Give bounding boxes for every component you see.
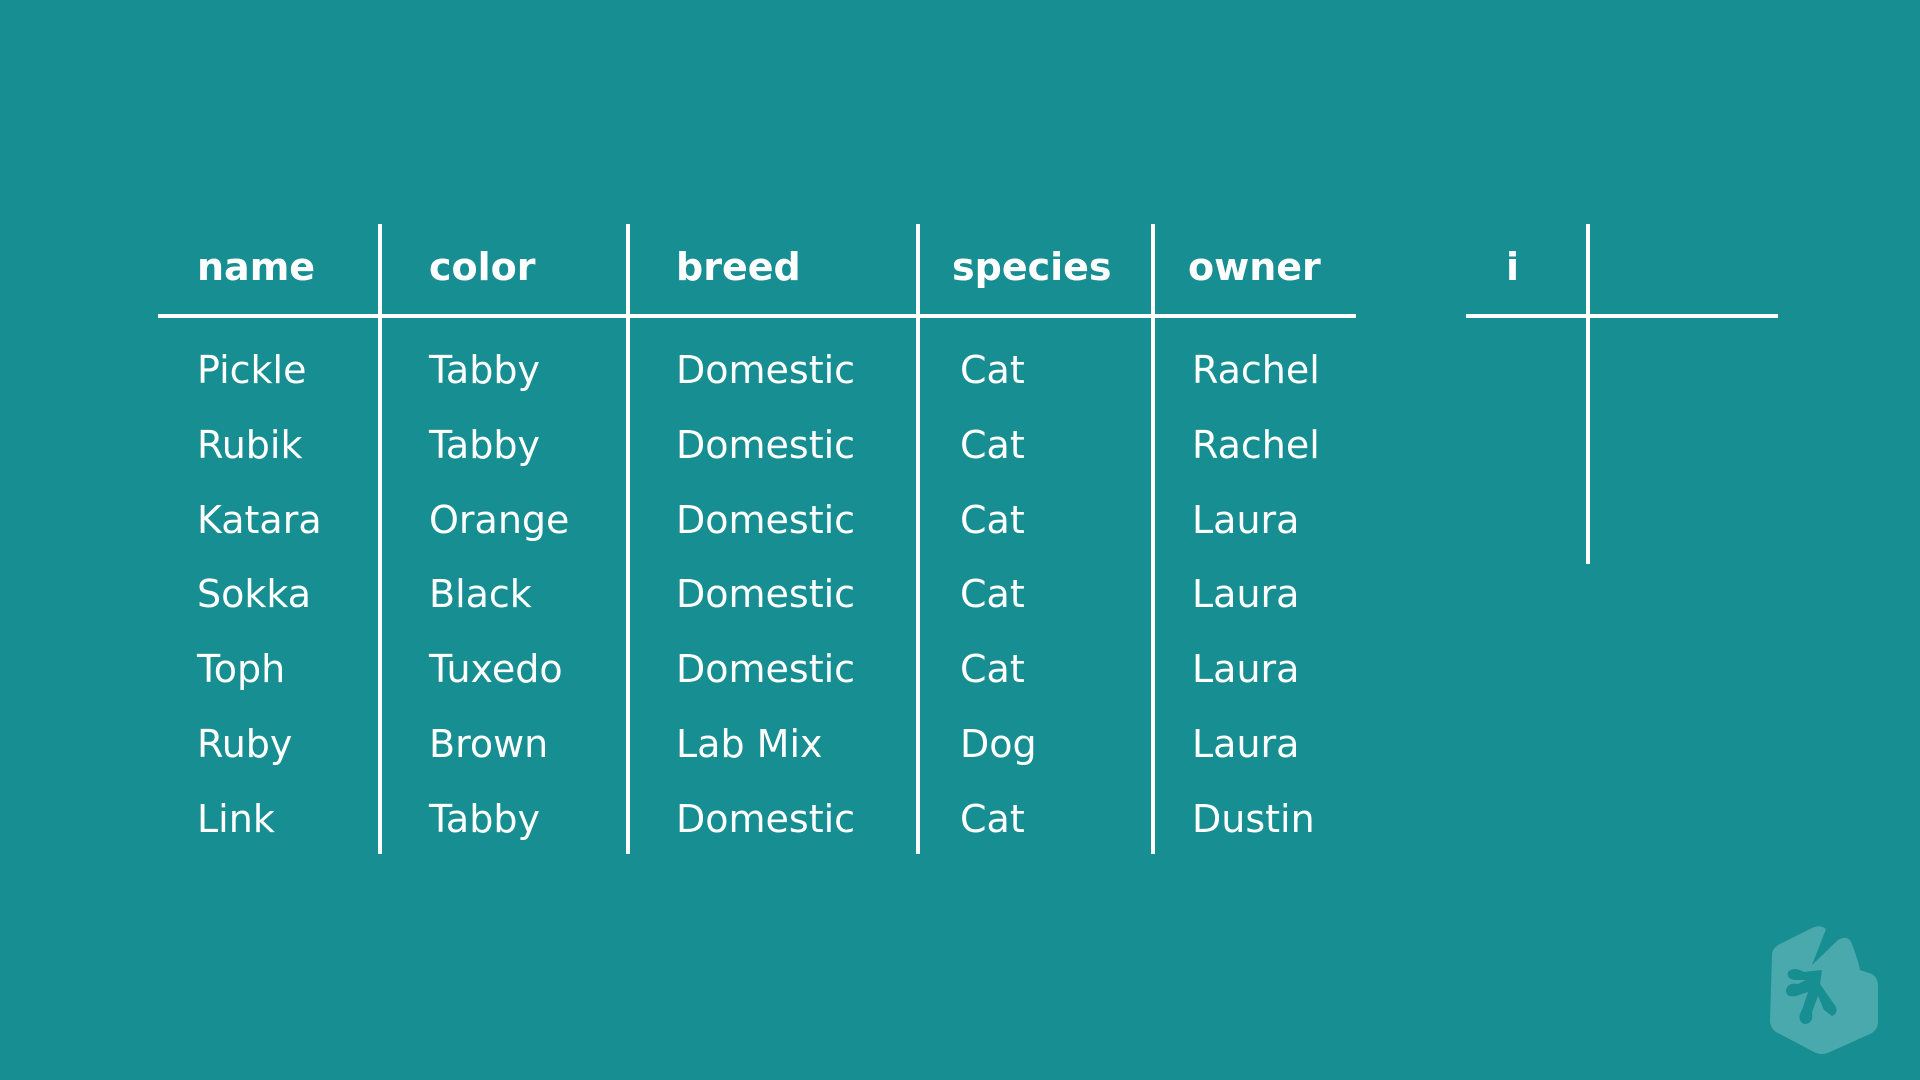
index-header-divider [1466, 314, 1778, 318]
cell-owner: Dustin [1192, 796, 1315, 841]
cell-breed: Domestic [676, 422, 856, 467]
cell-color: Tabby [429, 796, 540, 841]
cell-owner: Laura [1192, 722, 1300, 766]
header-color: color [429, 245, 536, 289]
cell-name: Pickle [197, 348, 307, 392]
cell-owner: Laura [1192, 497, 1300, 542]
cell-color: Orange [429, 497, 570, 542]
cell-name: Katara [197, 497, 322, 542]
cell-species: Cat [960, 422, 1025, 467]
header-name: name [197, 245, 316, 289]
cell-owner: Rachel [1192, 422, 1320, 467]
cell-breed: Lab Mix [676, 722, 823, 766]
index-column-divider [1586, 224, 1590, 564]
column-divider [626, 224, 630, 854]
cell-breed: Domestic [676, 647, 856, 692]
cell-color: Tabby [429, 422, 540, 467]
cell-color: Black [429, 572, 532, 617]
cell-name: Rubik [197, 422, 303, 467]
cell-breed: Domestic [676, 572, 856, 617]
header-owner: owner [1188, 245, 1321, 289]
cell-breed: Domestic [676, 497, 856, 542]
treehouse-logo-icon [1770, 926, 1878, 1054]
cell-name: Ruby [197, 722, 293, 766]
header-breed: breed [676, 245, 801, 289]
cell-color: Tuxedo [429, 647, 563, 692]
cell-owner: Laura [1192, 572, 1300, 617]
cell-color: Brown [429, 722, 549, 766]
cell-owner: Laura [1192, 647, 1300, 692]
cell-breed: Domestic [676, 348, 856, 392]
cell-owner: Rachel [1192, 348, 1320, 392]
cell-species: Cat [960, 572, 1025, 617]
column-divider [916, 224, 920, 854]
header-divider [158, 314, 1356, 318]
header-species: species [952, 245, 1112, 289]
cell-name: Link [197, 796, 275, 841]
column-divider [1151, 224, 1155, 854]
cell-species: Cat [960, 796, 1025, 841]
cell-breed: Domestic [676, 796, 856, 841]
column-divider [378, 224, 382, 854]
cell-species: Cat [960, 497, 1025, 542]
cell-color: Tabby [429, 348, 540, 392]
cell-species: Cat [960, 647, 1025, 692]
cell-species: Cat [960, 348, 1025, 392]
cell-name: Sokka [197, 572, 311, 617]
cell-species: Dog [960, 722, 1037, 766]
cell-name: Toph [197, 647, 286, 692]
index-header-i: i [1506, 245, 1520, 289]
